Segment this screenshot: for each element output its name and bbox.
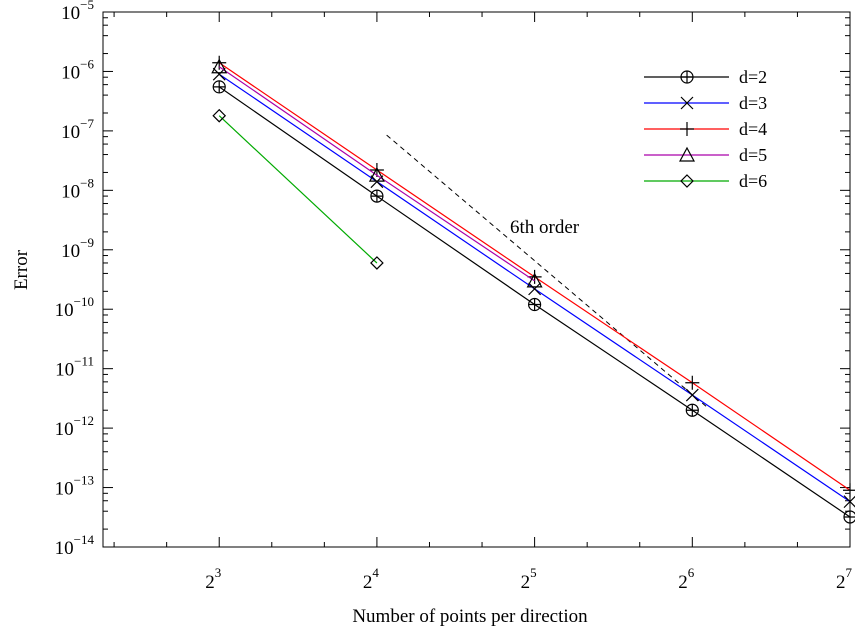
marker-plus <box>680 122 694 136</box>
legend: d=2 d=3 d=4 d=5 d=6 <box>644 67 767 191</box>
tick-labels: 10−5 10−6 10−7 10−8 10−9 10−10 10−11 10−12 10−13… <box>55 0 853 593</box>
y-tick-label: 10−9 <box>61 235 94 262</box>
legend-label: d=3 <box>739 93 767 113</box>
y-tick-label: 10−6 <box>61 56 94 83</box>
legend-label: d=6 <box>739 171 767 191</box>
x-tick-label: 26 <box>678 565 695 593</box>
plot-frame <box>102 11 851 548</box>
x-tick-label: 25 <box>521 565 537 593</box>
legend-item: d=4 <box>644 119 767 139</box>
y-axis-title: Error <box>11 249 32 290</box>
reference-slope: 6th order <box>386 134 709 409</box>
legend-item: d=5 <box>644 145 767 165</box>
y-tick-label: 10−12 <box>55 413 94 440</box>
marker-x <box>685 388 699 402</box>
marker-diamond <box>370 256 384 270</box>
y-tick-label: 10−10 <box>55 294 94 321</box>
marker-plus <box>527 269 542 284</box>
legend-label: d=5 <box>739 145 767 165</box>
marker-triangle <box>368 166 385 182</box>
reference-line <box>386 134 709 409</box>
y-tick-label: 10−8 <box>61 175 94 202</box>
legend-label: d=2 <box>739 67 767 87</box>
y-tick-label: 10−5 <box>61 0 94 24</box>
marker-triangle <box>526 272 543 288</box>
marker-x <box>680 96 694 110</box>
series-d=6 <box>212 108 384 270</box>
series-line <box>218 66 535 282</box>
reference-label: 6th order <box>510 217 580 238</box>
marker-circle-plus-cross <box>681 71 693 83</box>
x-tick-label: 23 <box>205 565 221 593</box>
marker-x <box>843 495 855 509</box>
y-tick-label: 10−14 <box>55 532 95 559</box>
marker-diamond <box>680 174 694 188</box>
y-tick-label: 10−13 <box>55 473 94 500</box>
marker-triangle <box>678 146 696 162</box>
marker-circle-plus-cross <box>528 298 541 311</box>
marker-x <box>528 282 542 296</box>
legend-item: d=2 <box>644 67 767 87</box>
marker-plus <box>685 375 700 390</box>
marker-circle-plus-cross <box>213 80 226 93</box>
marker-circle-plus-cross <box>686 404 699 417</box>
x-tick-label: 24 <box>363 565 380 593</box>
x-tick-label: 27 <box>836 565 853 593</box>
marker-diamond <box>212 108 227 123</box>
legend-label: d=4 <box>739 119 767 139</box>
marker-plus <box>843 483 855 498</box>
series-d=2 <box>212 80 855 524</box>
legend-item: d=6 <box>644 171 767 191</box>
y-tick-label: 10−11 <box>55 354 94 381</box>
x-axis-title: Number of points per direction <box>352 606 588 627</box>
plot-series <box>211 55 855 524</box>
y-tick-label: 10−7 <box>61 116 94 143</box>
marker-circle-plus-cross <box>844 510 855 523</box>
legend-item: d=3 <box>644 93 767 113</box>
marker-triangle <box>211 58 228 74</box>
series-line <box>218 115 378 264</box>
marker-circle-plus-cross <box>370 190 383 203</box>
axes <box>102 11 851 548</box>
series-d=5 <box>211 58 543 288</box>
